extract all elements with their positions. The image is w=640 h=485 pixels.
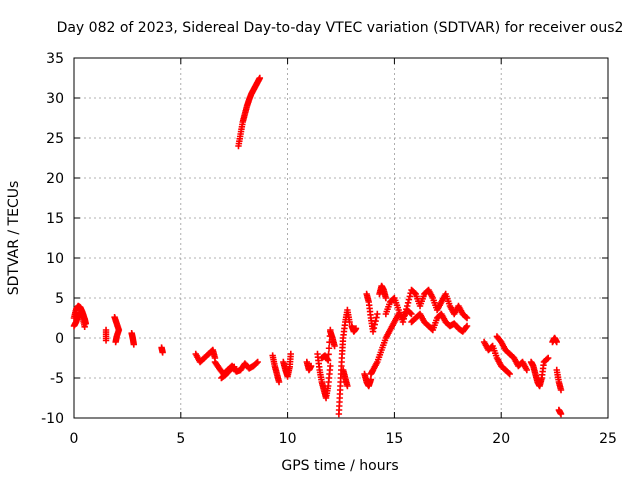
data-point bbox=[352, 325, 360, 332]
data-point bbox=[370, 324, 378, 332]
data-point bbox=[399, 318, 407, 326]
data-point bbox=[287, 350, 295, 358]
data-point bbox=[403, 306, 410, 313]
data-point bbox=[408, 310, 415, 318]
y-tick-label: 10 bbox=[46, 251, 64, 267]
data-point bbox=[307, 362, 315, 370]
y-tick-label: 25 bbox=[46, 131, 64, 147]
data-point bbox=[544, 354, 552, 362]
y-tick-label: 0 bbox=[55, 331, 64, 347]
data-point bbox=[372, 317, 379, 325]
data-point bbox=[463, 314, 471, 322]
plot-area-frame bbox=[73, 57, 609, 419]
data-point bbox=[367, 376, 375, 383]
x-tick-label: 15 bbox=[385, 431, 403, 447]
data-point bbox=[382, 294, 390, 302]
data-point bbox=[404, 299, 412, 306]
data-point bbox=[506, 370, 513, 378]
data-point bbox=[325, 351, 332, 358]
data-point bbox=[557, 386, 565, 394]
y-axis-label: SDTVAR / TECUs bbox=[6, 181, 22, 296]
data-point bbox=[404, 302, 411, 310]
y-tick-label: 5 bbox=[55, 291, 64, 307]
data-point bbox=[369, 328, 377, 335]
data-point bbox=[523, 366, 531, 374]
data-point bbox=[400, 315, 407, 322]
data-point bbox=[102, 337, 110, 344]
data-point bbox=[406, 293, 413, 300]
x-tick-label: 0 bbox=[70, 431, 79, 447]
y-tick-label: 35 bbox=[46, 51, 64, 67]
data-point bbox=[553, 338, 560, 346]
axis-ticks: 0 5 10 15 20 25 -10 -5 0 5 10 15 20 25 30 35 bbox=[41, 51, 617, 447]
y-tick-label: -10 bbox=[41, 411, 64, 427]
data-point bbox=[256, 74, 264, 82]
data-point bbox=[327, 362, 334, 370]
data-point bbox=[331, 342, 338, 350]
y-tick-label: 30 bbox=[46, 91, 64, 107]
data-point bbox=[401, 312, 408, 319]
data-point bbox=[324, 357, 332, 364]
chart-title: Day 082 of 2023, Sidereal Day-to-day VTE… bbox=[57, 20, 624, 36]
y-tick-label: -5 bbox=[50, 371, 64, 387]
x-tick-label: 5 bbox=[176, 431, 185, 447]
data-point bbox=[557, 410, 565, 418]
data-point bbox=[374, 310, 381, 318]
data-point bbox=[231, 363, 238, 370]
data-point bbox=[371, 321, 378, 328]
data-point bbox=[130, 341, 138, 348]
data-point bbox=[112, 338, 119, 346]
data-point bbox=[344, 382, 351, 390]
data-point bbox=[159, 349, 166, 356]
x-axis-label: GPS time / hours bbox=[281, 458, 398, 474]
x-tick-label: 20 bbox=[492, 431, 510, 447]
data-point bbox=[325, 345, 333, 352]
x-tick-label: 25 bbox=[599, 431, 617, 447]
data-point bbox=[373, 314, 380, 321]
x-tick-label: 10 bbox=[279, 431, 297, 447]
data-point bbox=[462, 323, 470, 331]
y-tick-label: 20 bbox=[46, 171, 64, 187]
data-point bbox=[463, 322, 471, 330]
data-point bbox=[81, 323, 88, 330]
data-point bbox=[402, 309, 409, 316]
data-point bbox=[275, 378, 283, 386]
data-points bbox=[70, 74, 565, 418]
data-point bbox=[405, 296, 413, 303]
data-point bbox=[346, 318, 353, 326]
y-tick-label: 15 bbox=[46, 211, 64, 227]
data-point bbox=[254, 358, 261, 366]
